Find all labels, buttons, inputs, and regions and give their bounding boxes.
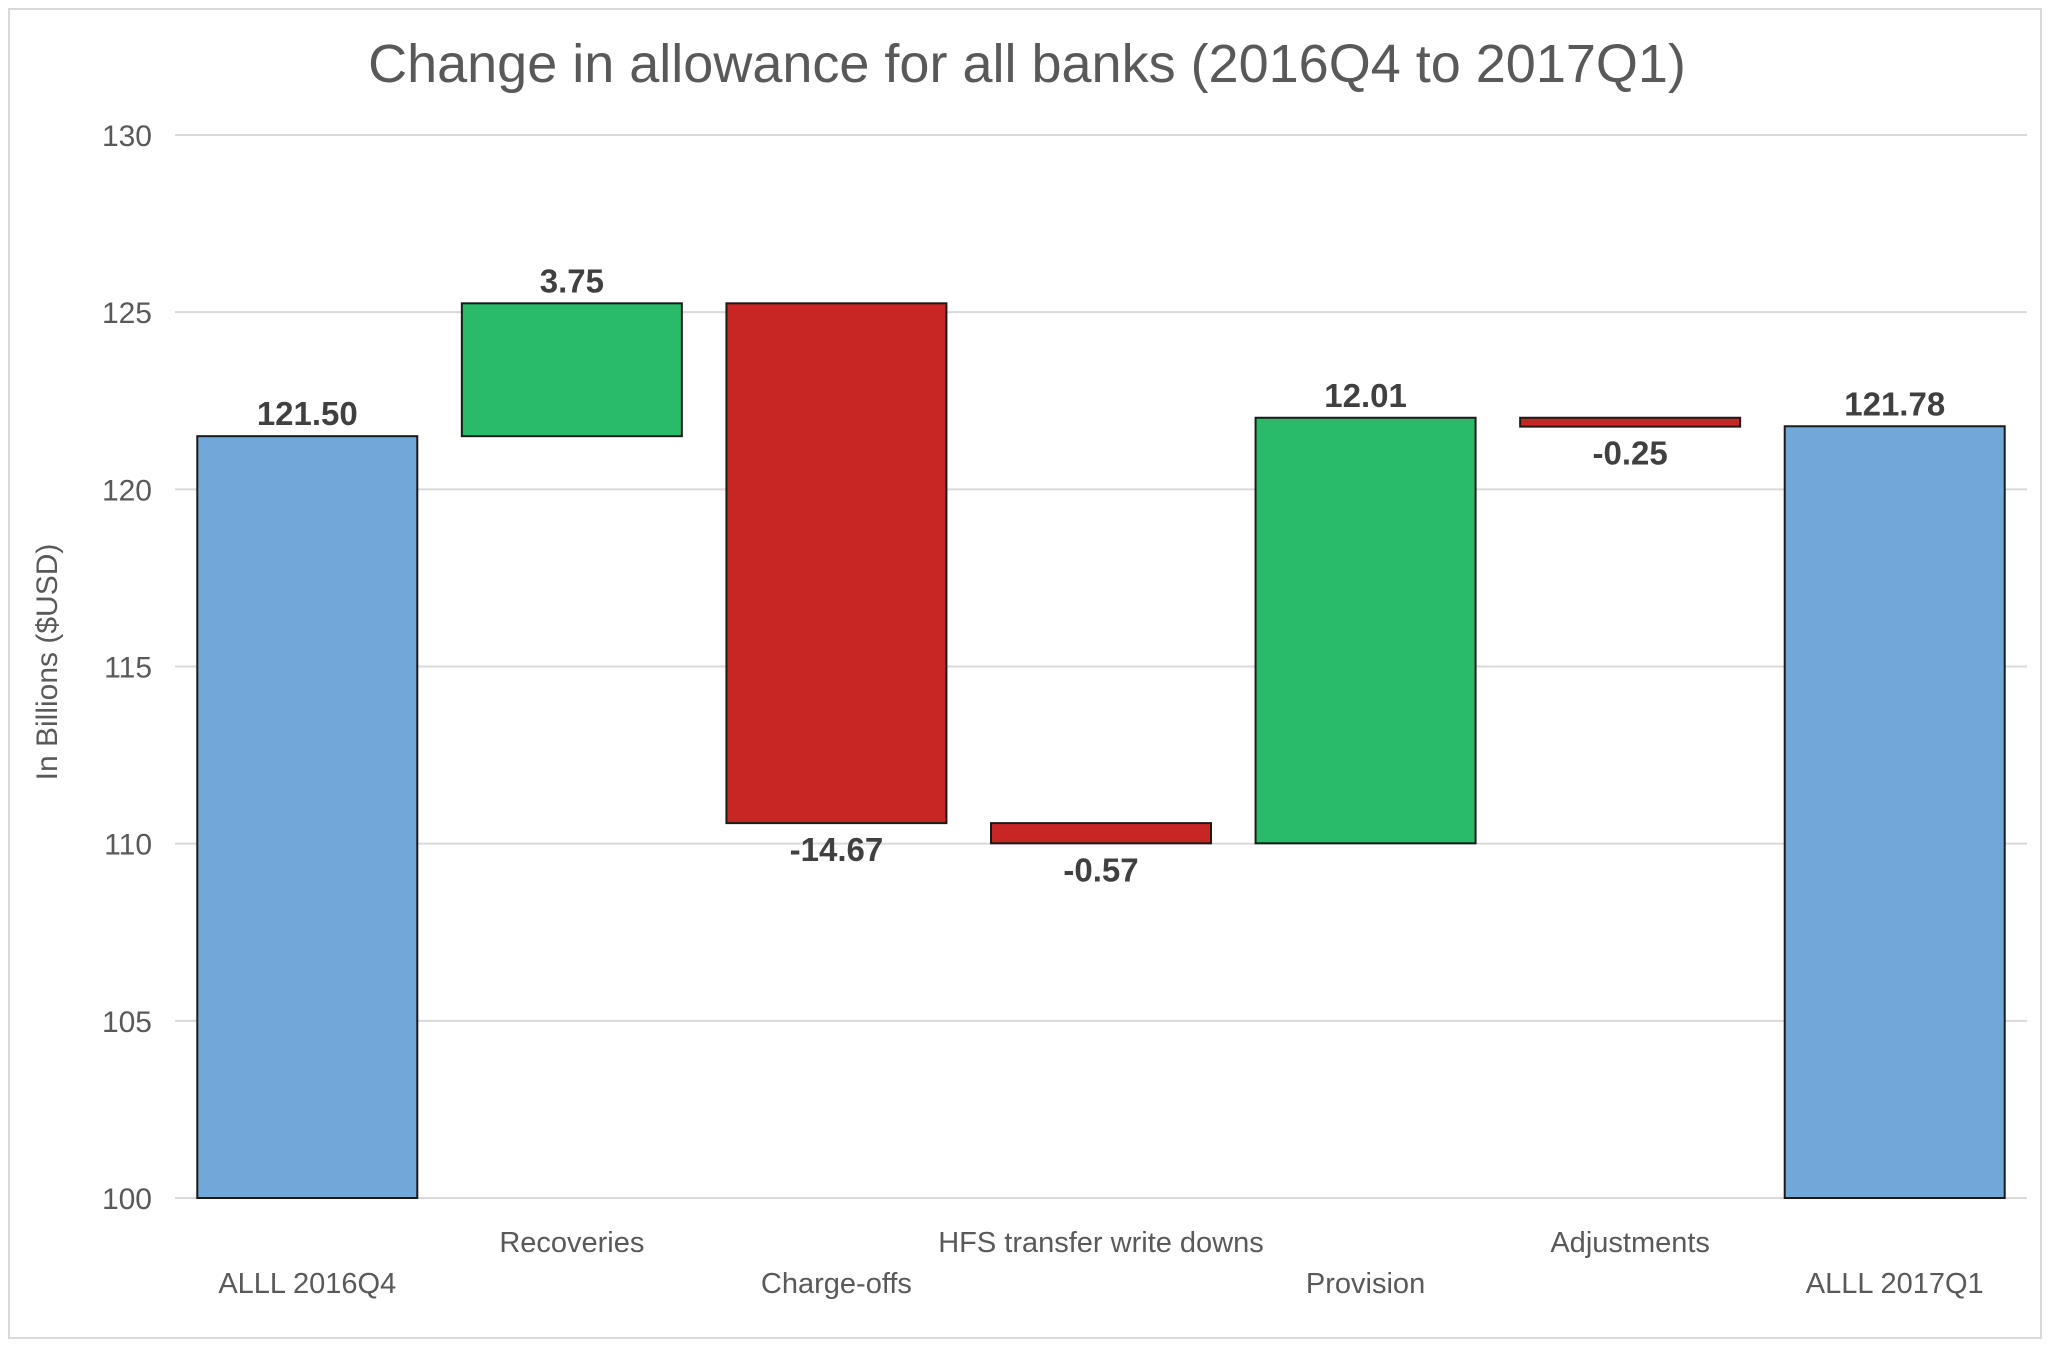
data-label: 3.75 (540, 262, 604, 299)
category-labels: ALLL 2016Q4 Recoveries Charge-offs HFS tran… (218, 1227, 1983, 1300)
category-label: Provision (1306, 1268, 1425, 1300)
data-label: -0.25 (1593, 435, 1668, 472)
data-label: 121.50 (257, 395, 358, 432)
bar-adjustments (1519, 416, 1742, 428)
y-axis-label: In Billions ($USD) (31, 544, 64, 781)
data-label: 12.01 (1324, 377, 1407, 414)
category-label: Adjustments (1550, 1227, 1710, 1259)
category-label: Charge-offs (761, 1268, 912, 1300)
y-tick-label: 105 (102, 1006, 152, 1039)
category-label: Recoveries (499, 1227, 644, 1259)
bar-charge-offs (725, 302, 948, 825)
bar-provision (1254, 416, 1477, 845)
y-tick-label: 125 (102, 297, 152, 330)
bar-hfs-transfer-write-downs (990, 822, 1212, 845)
bars (196, 302, 2006, 1199)
category-label: ALLL 2016Q4 (218, 1268, 396, 1300)
y-tick-label: 120 (102, 474, 152, 507)
category-label: HFS transfer write downs (938, 1227, 1264, 1259)
y-tick-label: 100 (102, 1183, 152, 1216)
data-label: 121.78 (1844, 385, 1945, 422)
chart-title: Change in allowance for all banks (2016Q… (368, 34, 1686, 94)
bar-alll-2017q1 (1783, 425, 2006, 1199)
category-label: ALLL 2017Q1 (1806, 1268, 1984, 1300)
bar-alll-2016q4 (196, 435, 419, 1199)
y-tick-label: 130 (102, 120, 152, 153)
gridlines (175, 134, 2027, 1199)
data-labels: 121.50 3.75 -14.67 -0.57 12.01 -0.25 121.78 (257, 262, 1945, 888)
y-tick-label: 110 (104, 829, 152, 862)
y-axis-ticks: 100 105 110 115 120 125 130 (102, 120, 152, 1216)
y-tick-label: 115 (104, 652, 152, 685)
data-label: -14.67 (790, 831, 884, 868)
bar-recoveries (460, 302, 683, 438)
data-label: -0.57 (1063, 851, 1138, 888)
